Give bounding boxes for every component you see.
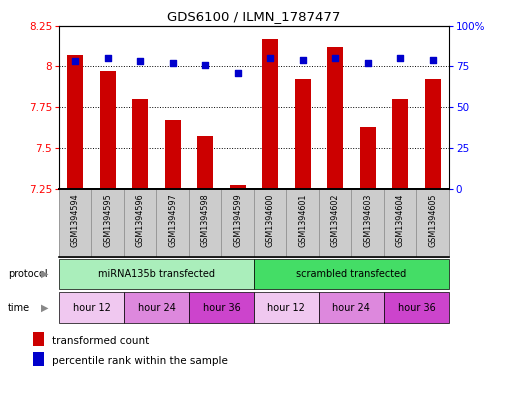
Bar [165, 120, 181, 189]
Bar [222, 189, 254, 257]
Point [299, 57, 307, 63]
Point [266, 55, 274, 61]
Point [396, 55, 404, 61]
Point [71, 58, 80, 64]
Bar [254, 259, 449, 289]
Bar [319, 189, 351, 257]
Bar [392, 99, 408, 189]
Text: GSM1394598: GSM1394598 [201, 193, 210, 247]
Title: GDS6100 / ILMN_1787477: GDS6100 / ILMN_1787477 [167, 10, 341, 23]
Bar [100, 71, 116, 189]
Bar [424, 79, 441, 189]
Text: miRNA135b transfected: miRNA135b transfected [98, 269, 215, 279]
Text: GSM1394599: GSM1394599 [233, 193, 242, 247]
Text: GSM1394595: GSM1394595 [103, 193, 112, 247]
Text: GSM1394597: GSM1394597 [168, 193, 177, 247]
Point [169, 60, 177, 66]
Bar [124, 189, 156, 257]
Text: GSM1394602: GSM1394602 [331, 193, 340, 247]
Bar [254, 292, 319, 323]
Point [201, 62, 209, 68]
Text: GSM1394604: GSM1394604 [396, 193, 405, 247]
Point [428, 57, 437, 63]
Text: hour 24: hour 24 [332, 303, 370, 312]
Bar [59, 292, 124, 323]
Bar [229, 185, 246, 189]
Bar [262, 39, 278, 189]
Bar [294, 79, 311, 189]
Point [104, 55, 112, 61]
Text: GSM1394605: GSM1394605 [428, 193, 437, 247]
Bar [189, 189, 222, 257]
Text: scrambled transfected: scrambled transfected [297, 269, 406, 279]
Text: hour 24: hour 24 [137, 303, 175, 312]
Bar [286, 189, 319, 257]
Bar [417, 189, 449, 257]
Text: GSM1394594: GSM1394594 [71, 193, 80, 247]
Point [364, 60, 372, 66]
Text: GSM1394596: GSM1394596 [136, 193, 145, 247]
Bar [67, 55, 83, 189]
Bar [384, 189, 417, 257]
Text: ▶: ▶ [41, 269, 49, 279]
Bar [91, 189, 124, 257]
Bar [351, 189, 384, 257]
Bar [33, 332, 44, 345]
Text: ▶: ▶ [41, 303, 49, 312]
Text: hour 12: hour 12 [267, 303, 305, 312]
Text: hour 36: hour 36 [203, 303, 240, 312]
Bar [197, 136, 213, 189]
Bar [33, 353, 44, 366]
Text: hour 36: hour 36 [398, 303, 435, 312]
Text: hour 12: hour 12 [72, 303, 110, 312]
Point [136, 58, 144, 64]
Text: time: time [8, 303, 30, 312]
Bar [360, 127, 376, 189]
Text: percentile rank within the sample: percentile rank within the sample [52, 356, 228, 366]
Bar [189, 292, 254, 323]
Bar [156, 189, 189, 257]
Bar [59, 189, 91, 257]
Bar [384, 292, 449, 323]
Bar [319, 292, 384, 323]
Bar [254, 189, 286, 257]
Bar [327, 47, 343, 189]
Bar [132, 99, 148, 189]
Text: GSM1394600: GSM1394600 [266, 193, 274, 247]
Point [331, 55, 339, 61]
Text: GSM1394603: GSM1394603 [363, 193, 372, 247]
Text: GSM1394601: GSM1394601 [298, 193, 307, 247]
Bar [124, 292, 189, 323]
Text: protocol: protocol [8, 269, 47, 279]
Point [233, 70, 242, 76]
Text: transformed count: transformed count [52, 336, 149, 346]
Bar [59, 259, 254, 289]
